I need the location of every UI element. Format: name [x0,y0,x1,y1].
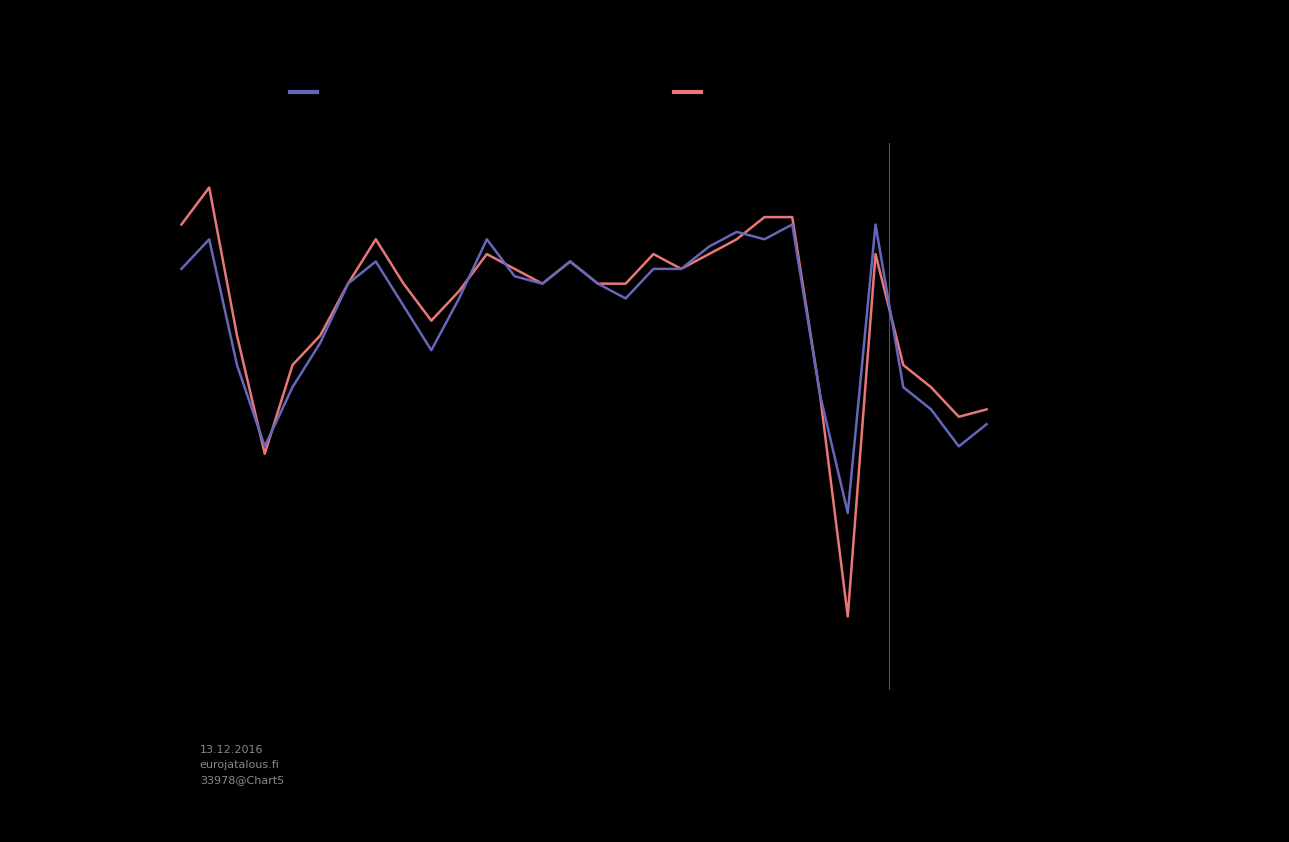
Text: Vientimarkkinoiden kasvu ja metalliteollisuuden liikevoitto: Vientimarkkinoiden kasvu ja metalliteoll… [168,115,737,133]
Text: 13.12.2016
eurojatalous.fi
33978@Chart5: 13.12.2016 eurojatalous.fi 33978@Chart5 [200,745,284,785]
Legend: Vientimarkkinoiden kasvu, %, Metalliteollisuuden liikevoitto, %: Vientimarkkinoiden kasvu, %, Metalliteol… [284,80,968,107]
